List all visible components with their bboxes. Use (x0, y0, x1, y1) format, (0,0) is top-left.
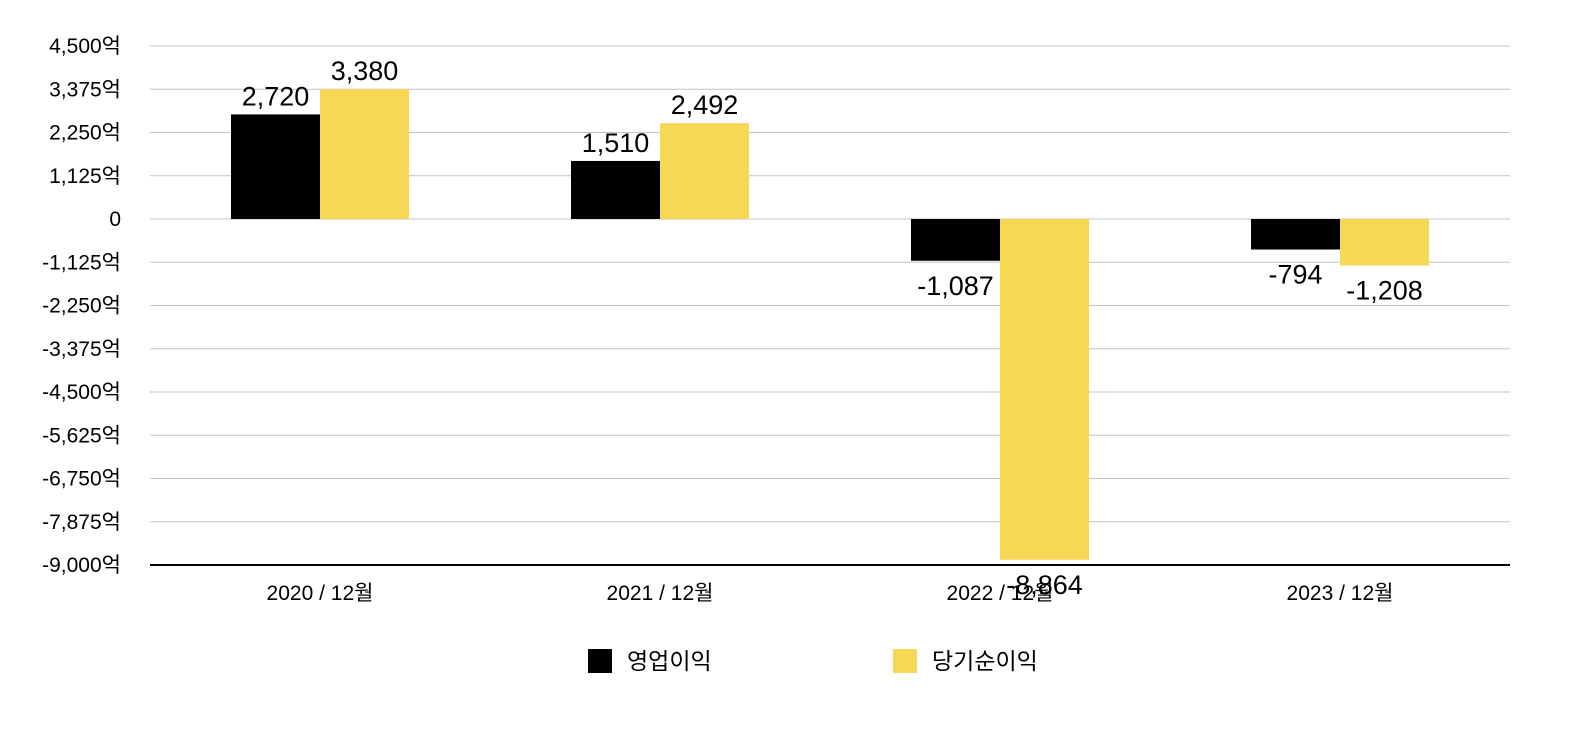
bar-operating-profit (231, 114, 320, 219)
bar-net-income (1000, 219, 1089, 560)
y-tick-label: -2,250억 (42, 295, 121, 318)
x-axis-labels: 2020 / 12월 2021 / 12월 2022 / 12월 2023 / 12월 (267, 582, 1394, 605)
data-label: 2,720 (242, 81, 310, 111)
y-tick-label: 1,125억 (49, 165, 121, 188)
y-tick-label: -4,500억 (42, 381, 121, 404)
bar-operating-profit (571, 160, 660, 219)
data-label: 2,492 (671, 90, 739, 120)
legend-swatch (893, 649, 917, 673)
bar-operating-profit (911, 219, 1000, 261)
data-label: -8,864 (1006, 570, 1083, 600)
x-tick-label: 2020 / 12월 (267, 582, 374, 605)
y-tick-label: 0 (109, 208, 121, 231)
x-tick-label: 2021 / 12월 (607, 582, 714, 605)
legend-label: 당기순이익 (932, 648, 1038, 674)
legend-label: 영업이익 (627, 648, 712, 674)
y-tick-label: -7,875억 (42, 511, 121, 534)
y-tick-label: 4,500억 (49, 35, 121, 58)
data-label: 1,510 (582, 128, 650, 158)
legend: 영업이익 당기순이익 (588, 648, 1038, 674)
y-tick-label: 2,250억 (49, 122, 121, 145)
data-labels: 2,720 3,380 1,510 2,492 -1,087 -8,864 -794 -1,2… (242, 56, 1423, 600)
data-label: -1,208 (1346, 275, 1423, 305)
y-tick-label: -6,750억 (42, 468, 121, 491)
x-tick-label: 2023 / 12월 (1287, 582, 1394, 605)
bar-net-income (1340, 219, 1429, 266)
bars (231, 89, 1429, 560)
legend-swatch (588, 649, 612, 673)
y-tick-label: -9,000억 (42, 554, 121, 577)
data-label: -1,087 (917, 271, 994, 301)
y-tick-label: -5,625억 (42, 424, 121, 447)
y-tick-label: -1,125억 (42, 251, 121, 274)
y-tick-label: 3,375억 (49, 78, 121, 101)
y-axis-ticks: 4,500억 3,375억 2,250억 1,125억 0 -1,125억 -2,250억 -… (42, 35, 121, 577)
y-tick-label: -3,375억 (42, 338, 121, 361)
x-tick-label: 2022 / 12월 (947, 582, 1054, 605)
bar-net-income (660, 123, 749, 219)
bar-operating-profit (1251, 219, 1340, 250)
bar-net-income (320, 89, 409, 220)
data-label: 3,380 (331, 56, 399, 86)
data-label: -794 (1268, 260, 1322, 290)
